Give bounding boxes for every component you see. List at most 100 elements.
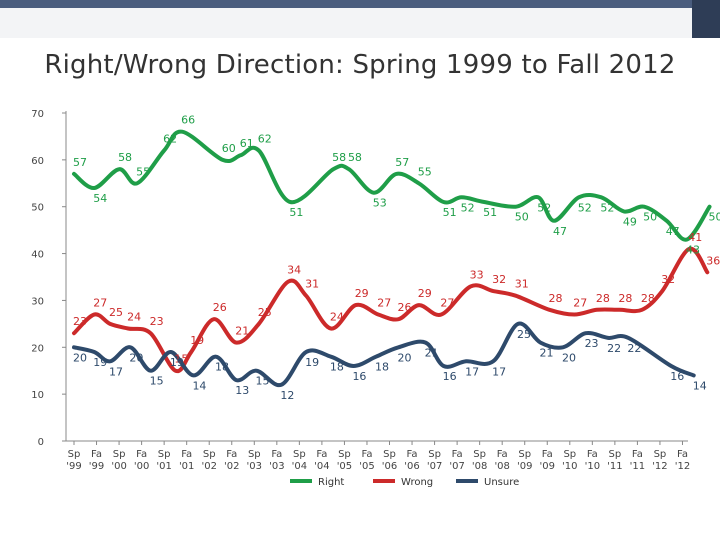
data-label-unsure: 14 xyxy=(192,379,206,392)
x-tick-label-season: Fa xyxy=(587,449,598,460)
data-label-unsure: 19 xyxy=(305,356,319,369)
x-tick-label-year: '11 xyxy=(630,461,645,472)
data-label-right: 52 xyxy=(537,201,551,214)
data-label-unsure: 14 xyxy=(693,379,707,392)
data-label-right: 54 xyxy=(93,192,107,205)
header-corner-block xyxy=(692,0,720,38)
data-label-right: 66 xyxy=(181,114,195,127)
data-label-wrong: 15 xyxy=(174,353,188,366)
x-tick-label-season: Sp xyxy=(158,449,171,460)
y-tick-label: 70 xyxy=(31,109,44,120)
data-label-unsure: 12 xyxy=(280,389,294,402)
x-tick-label-season: Sp xyxy=(338,449,351,460)
x-tick-label-year: '05 xyxy=(337,461,352,472)
data-label-wrong: 28 xyxy=(549,292,563,305)
legend-label-wrong: Wrong xyxy=(401,477,433,488)
data-label-unsure: 25 xyxy=(517,328,531,341)
data-label-unsure: 20 xyxy=(398,351,412,364)
data-label-wrong: 27 xyxy=(440,296,454,309)
x-tick-label-year: '03 xyxy=(269,461,284,472)
x-tick-label-year: '06 xyxy=(404,461,419,472)
header-band xyxy=(0,8,692,38)
x-tick-label-season: Fa xyxy=(91,449,102,460)
data-label-unsure: 21 xyxy=(540,347,554,360)
x-tick-label-season: Sp xyxy=(293,449,306,460)
x-tick-label-year: '12 xyxy=(675,461,690,472)
x-tick-label-year: '02 xyxy=(201,461,216,472)
data-label-wrong: 28 xyxy=(596,292,610,305)
x-tick-label-year: '00 xyxy=(134,461,149,472)
x-tick-label-season: Sp xyxy=(473,449,486,460)
data-label-unsure: 16 xyxy=(670,370,684,383)
y-tick-label: 10 xyxy=(31,390,44,401)
data-label-wrong: 31 xyxy=(515,278,529,291)
x-tick-label-year: '08 xyxy=(472,461,487,472)
x-tick-label-season: Fa xyxy=(136,449,147,460)
x-tick-label-year: '00 xyxy=(111,461,126,472)
series-line-wrong xyxy=(72,246,710,374)
data-label-wrong: 33 xyxy=(470,268,484,281)
data-label-unsure: 16 xyxy=(352,370,366,383)
x-tick-label-year: '11 xyxy=(607,461,622,472)
x-tick-label-season: Fa xyxy=(497,449,508,460)
data-label-right: 43 xyxy=(686,244,700,257)
data-label-unsure: 17 xyxy=(109,365,123,378)
header-accent-bar xyxy=(0,0,720,8)
data-label-wrong: 23 xyxy=(150,315,164,328)
data-label-wrong: 24 xyxy=(330,311,344,324)
data-label-unsure: 20 xyxy=(129,351,143,364)
x-tick-label-season: Sp xyxy=(113,449,126,460)
data-label-unsure: 18 xyxy=(330,361,344,374)
data-label-wrong: 23 xyxy=(73,315,87,328)
data-label-unsure: 13 xyxy=(235,384,249,397)
data-label-right: 58 xyxy=(348,151,362,164)
data-label-right: 57 xyxy=(73,156,87,169)
data-label-right: 50 xyxy=(643,211,657,224)
data-label-unsure: 22 xyxy=(627,342,641,355)
x-tick-label-season: Fa xyxy=(407,449,418,460)
data-label-right: 58 xyxy=(332,151,346,164)
data-label-wrong: 28 xyxy=(641,292,655,305)
series-line-right xyxy=(72,129,712,242)
x-tick-label-season: Fa xyxy=(181,449,192,460)
y-tick-label: 60 xyxy=(31,156,44,167)
slide-title: Right/Wrong Direction: Spring 1999 to Fa… xyxy=(44,50,676,80)
data-label-right: 61 xyxy=(240,137,254,150)
x-tick-label-year: '07 xyxy=(427,461,442,472)
data-label-unsure: 15 xyxy=(150,375,164,388)
data-label-unsure: 18 xyxy=(375,361,389,374)
x-tick-label-year: '99 xyxy=(89,461,104,472)
data-label-unsure: 20 xyxy=(562,351,576,364)
data-label-unsure: 19 xyxy=(170,356,184,369)
data-label-right: 52 xyxy=(600,201,614,214)
data-label-right: 47 xyxy=(553,225,567,238)
data-label-wrong: 21 xyxy=(235,325,249,338)
x-tick-label-season: Sp xyxy=(428,449,441,460)
data-label-wrong: 25 xyxy=(109,306,123,319)
data-label-unsure: 22 xyxy=(607,342,621,355)
data-label-right: 57 xyxy=(395,156,409,169)
data-label-right: 53 xyxy=(373,197,387,210)
x-tick-label-season: Sp xyxy=(563,449,576,460)
x-tick-label-year: '12 xyxy=(652,461,667,472)
data-label-wrong: 29 xyxy=(355,287,369,300)
x-tick-label-season: Sp xyxy=(203,449,216,460)
y-tick-label: 20 xyxy=(31,343,44,354)
x-tick-label-year: '10 xyxy=(562,461,577,472)
data-label-right: 58 xyxy=(118,151,132,164)
chart-axes: 010203040506070Sp'99Fa'99Sp'00Fa'00Sp'01… xyxy=(31,109,690,472)
x-tick-label-season: Fa xyxy=(542,449,553,460)
data-label-wrong: 41 xyxy=(688,231,702,244)
data-label-right: 51 xyxy=(443,206,457,219)
x-tick-label-season: Fa xyxy=(316,449,327,460)
x-tick-label-year: '02 xyxy=(224,461,239,472)
x-tick-label-season: Fa xyxy=(632,449,643,460)
x-tick-label-year: '08 xyxy=(494,461,509,472)
data-label-unsure: 21 xyxy=(425,347,439,360)
y-tick-label: 50 xyxy=(31,203,44,214)
x-tick-label-year: '04 xyxy=(292,461,307,472)
data-label-right: 62 xyxy=(163,132,177,145)
x-tick-label-season: Sp xyxy=(609,449,622,460)
data-label-wrong: 31 xyxy=(305,278,319,291)
